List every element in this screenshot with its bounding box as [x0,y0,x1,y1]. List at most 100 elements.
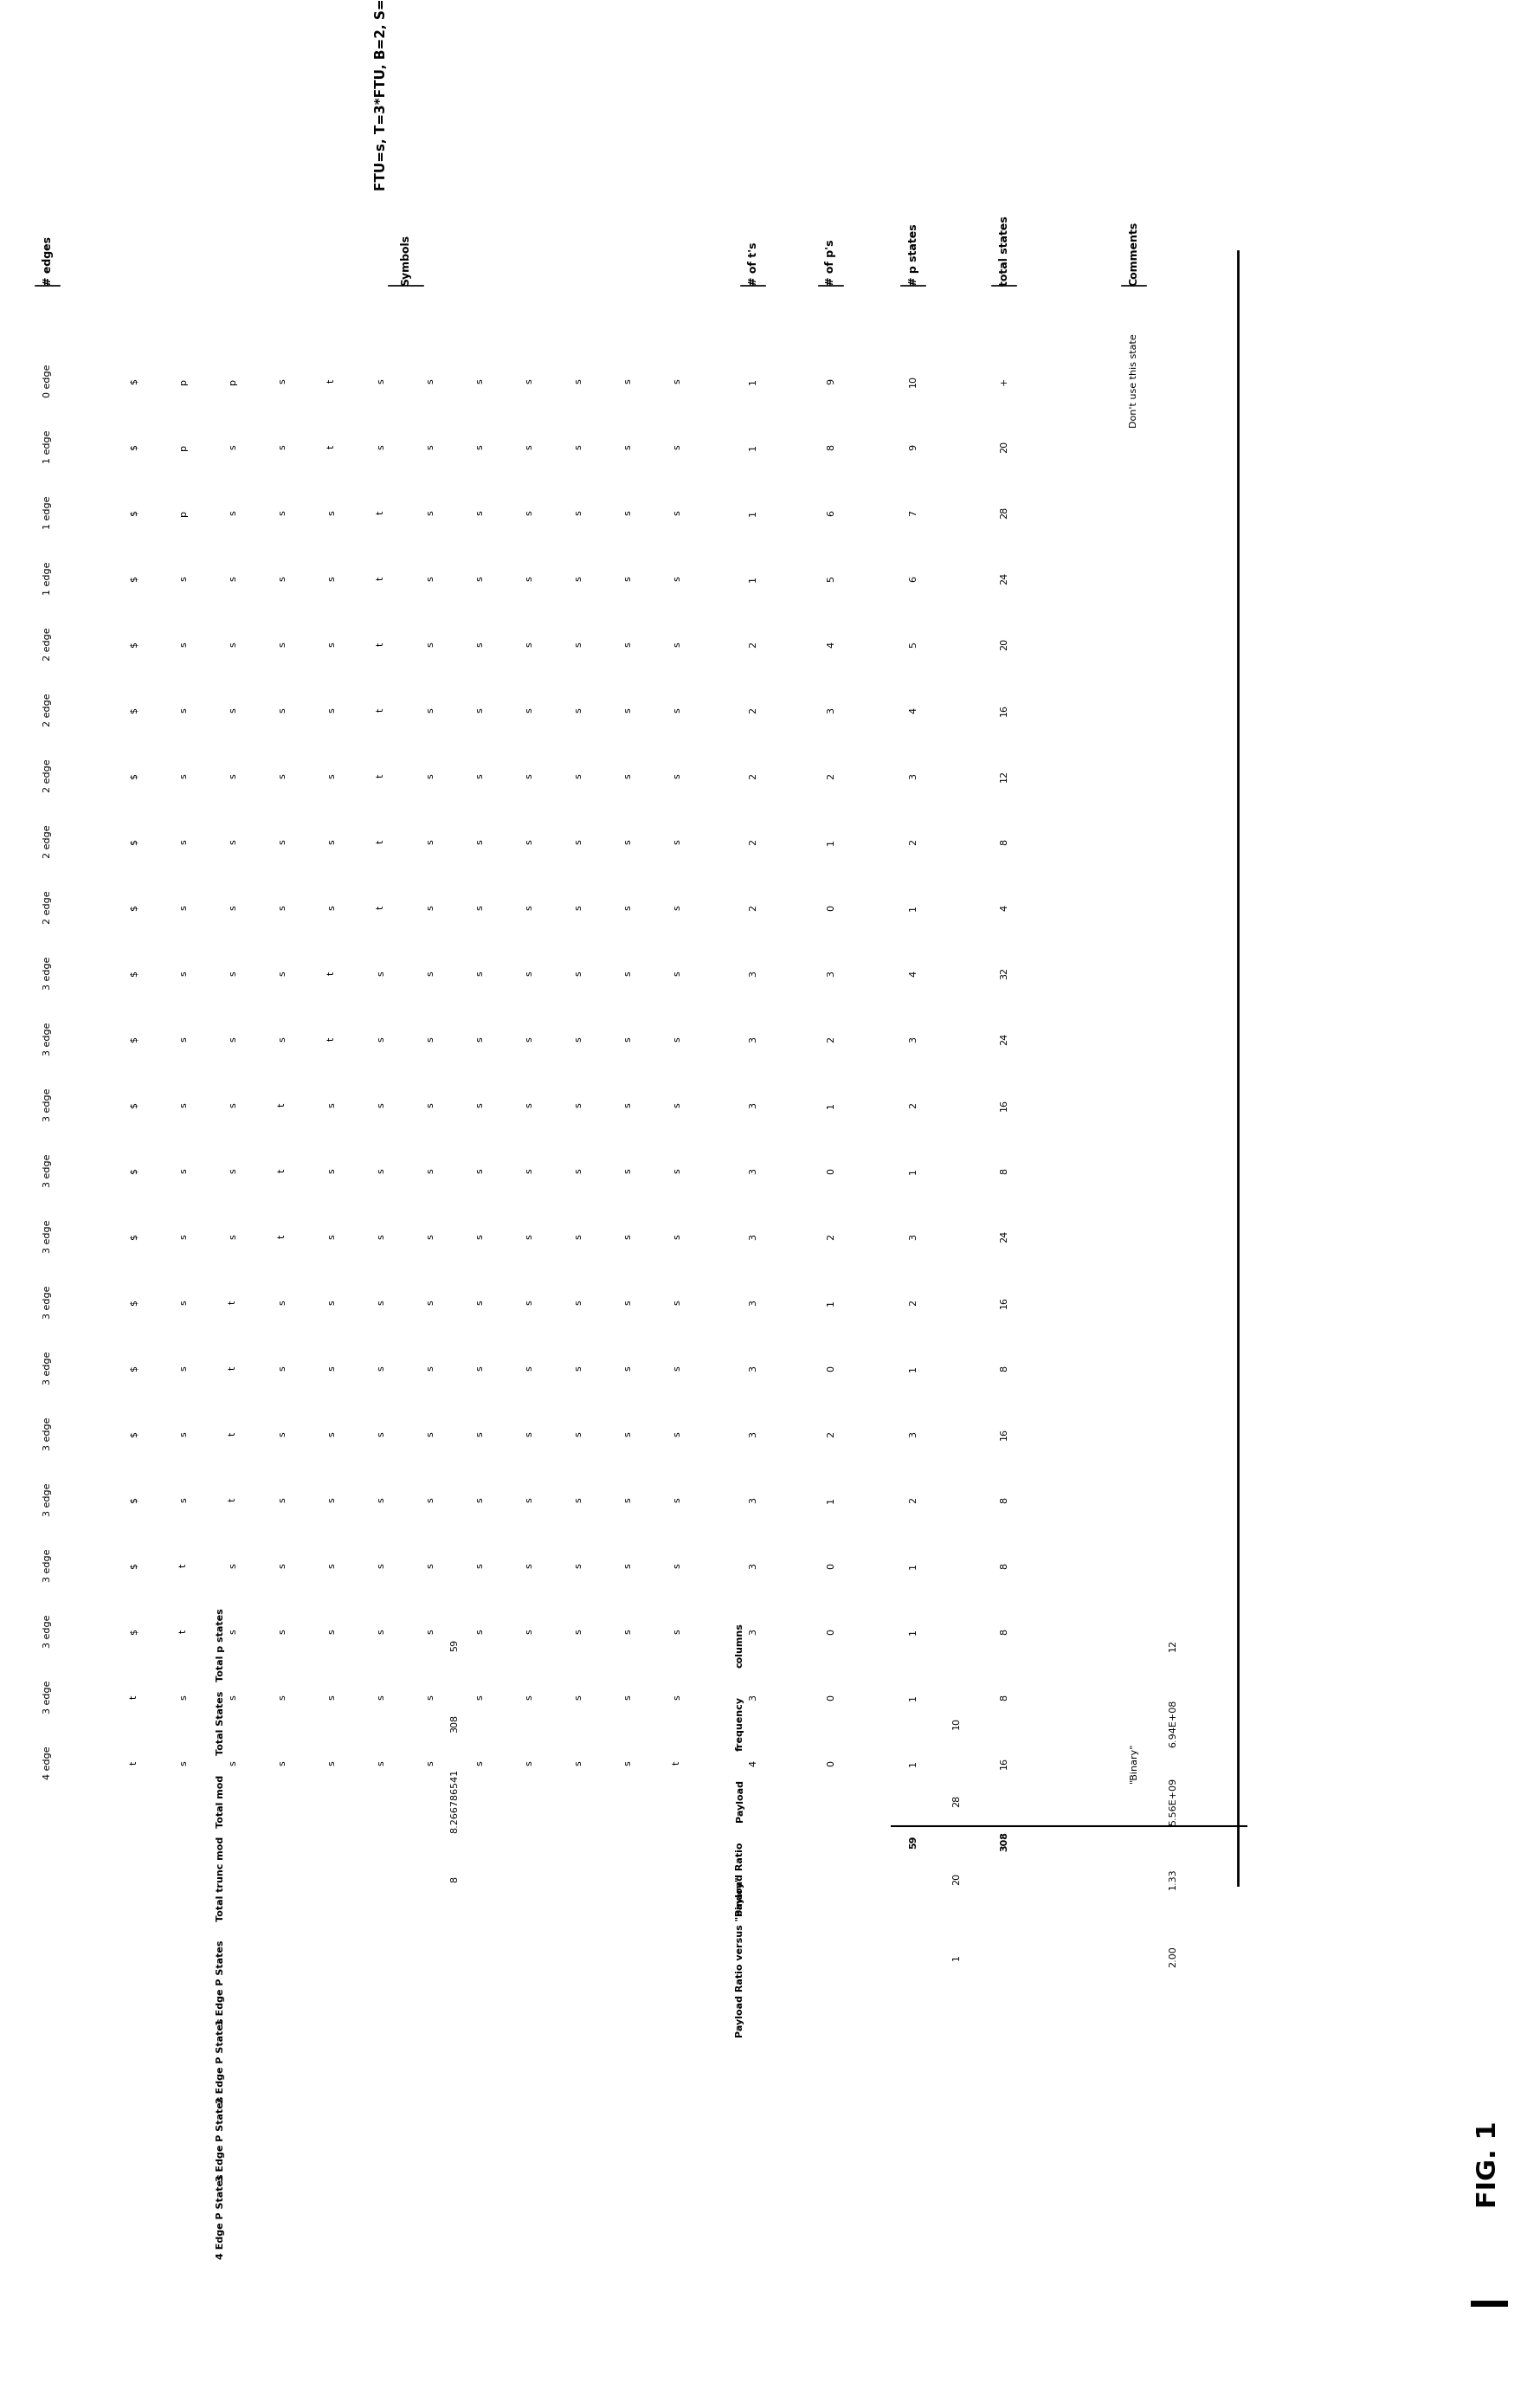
Text: s: s [228,643,237,647]
Text: s: s [228,1101,237,1108]
Text: t: t [129,1761,139,1765]
Text: 3: 3 [748,1629,758,1634]
Text: t: t [179,1565,188,1567]
Text: columns: columns [736,1622,744,1668]
Text: 0: 0 [827,1562,835,1570]
Text: s: s [673,774,681,779]
Text: 0: 0 [827,905,835,910]
Text: 1: 1 [827,1300,835,1304]
Text: p: p [228,377,237,385]
Text: s: s [476,1300,484,1304]
Text: 5.56E+09: 5.56E+09 [1169,1777,1177,1825]
Text: # of p's: # of p's [825,239,836,287]
Text: +: + [999,377,1009,385]
Text: 1: 1 [909,1761,918,1765]
Text: 2: 2 [748,905,758,910]
Text: s: s [179,1037,188,1042]
Text: s: s [476,774,484,779]
Text: 2 edge: 2 edge [43,891,52,925]
Text: s: s [326,1498,336,1503]
Text: s: s [427,1694,434,1699]
Text: 8.266786541: 8.266786541 [450,1768,459,1832]
Text: t: t [228,1300,237,1304]
Text: 2: 2 [827,1037,835,1042]
Text: $: $ [129,1233,139,1240]
Text: 3 Edge P States: 3 Edge P States [217,2095,225,2181]
Text: s: s [574,905,582,910]
Text: 1: 1 [827,1101,835,1108]
Text: $: $ [129,444,139,449]
Text: s: s [624,707,631,712]
Text: s: s [326,643,336,647]
Text: $: $ [129,707,139,712]
Text: $: $ [129,1629,139,1634]
Text: s: s [179,1101,188,1108]
Text: 1: 1 [748,377,758,385]
Text: 3: 3 [748,1496,758,1503]
Text: 32: 32 [999,968,1009,979]
Text: s: s [377,1761,385,1765]
Text: s: s [277,970,286,975]
Text: s: s [326,1168,336,1173]
Text: s: s [624,970,631,975]
Text: s: s [673,1235,681,1240]
Text: s: s [525,1431,533,1436]
Text: s: s [525,1037,533,1042]
Text: s: s [228,1562,237,1567]
Text: s: s [574,1235,582,1240]
Text: s: s [476,1431,484,1436]
Text: s: s [377,1431,385,1436]
Text: s: s [624,1101,631,1108]
Text: s: s [326,707,336,712]
Text: 3: 3 [827,707,835,712]
Text: t: t [377,643,385,645]
Text: t: t [377,511,385,514]
Text: s: s [326,1761,336,1765]
Text: s: s [326,839,336,843]
Text: 6.94E+08: 6.94E+08 [1169,1699,1177,1746]
Text: s: s [673,643,681,647]
Text: s: s [326,511,336,516]
Text: Total mod: Total mod [217,1775,225,1828]
Text: s: s [574,1101,582,1108]
Text: 4: 4 [827,640,835,647]
Text: s: s [525,707,533,712]
Text: 4: 4 [909,707,918,714]
Text: t: t [377,905,385,910]
Text: s: s [228,444,237,449]
Text: s: s [326,1562,336,1567]
Text: 2: 2 [748,707,758,714]
Text: s: s [476,1694,484,1699]
Text: s: s [427,774,434,779]
Text: s: s [377,970,385,975]
Text: s: s [228,970,237,975]
Text: t: t [277,1104,286,1106]
Text: 3: 3 [748,1168,758,1173]
Text: 0 edge: 0 edge [43,366,52,397]
Text: $: $ [129,377,139,385]
Text: s: s [525,970,533,975]
Text: # edges: # edges [42,237,54,287]
Text: s: s [574,1562,582,1567]
Text: s: s [525,576,533,581]
Text: 2: 2 [748,839,758,846]
Text: s: s [277,1498,286,1503]
Text: 0: 0 [827,1168,835,1173]
Text: $: $ [129,1496,139,1503]
Text: 1: 1 [748,444,758,449]
Text: s: s [277,643,286,647]
Text: s: s [427,1037,434,1042]
Text: s: s [427,1300,434,1304]
Text: s: s [525,1101,533,1108]
Text: Total p states: Total p states [217,1608,225,1682]
Text: $: $ [129,1101,139,1108]
Text: 3: 3 [748,1037,758,1042]
Text: 3 edge: 3 edge [43,1221,52,1254]
Text: s: s [179,774,188,779]
Text: s: s [427,1431,434,1436]
Text: t: t [673,1761,681,1765]
Text: s: s [574,970,582,975]
Text: s: s [228,1168,237,1173]
Text: s: s [228,707,237,712]
Text: t: t [326,972,336,975]
